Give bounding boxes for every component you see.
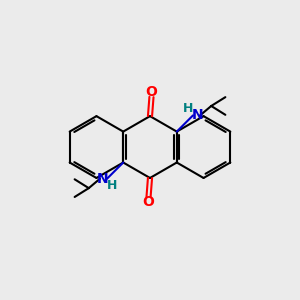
- Text: N: N: [191, 108, 203, 122]
- Text: H: H: [107, 179, 118, 192]
- Text: O: O: [142, 195, 154, 209]
- Text: O: O: [146, 85, 158, 99]
- Text: H: H: [182, 102, 193, 116]
- Text: N: N: [97, 172, 109, 186]
